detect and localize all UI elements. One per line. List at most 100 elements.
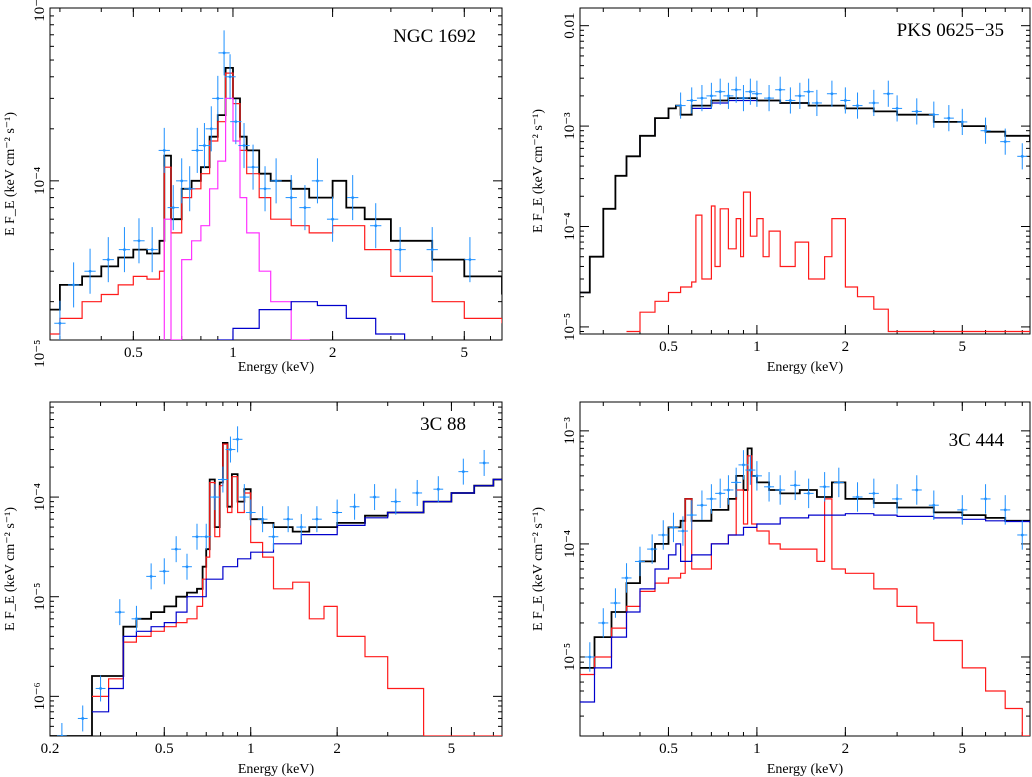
data-point [706, 484, 717, 514]
data-point [158, 127, 170, 173]
plot-area [50, 30, 502, 340]
data-point [479, 449, 490, 476]
power-law-component-line [217, 301, 406, 340]
data-point [56, 723, 67, 736]
data-point [696, 490, 707, 520]
thermal-component-line [626, 191, 1030, 333]
data-point [212, 75, 224, 121]
data-point [980, 117, 991, 144]
total-model-line [50, 442, 502, 736]
data-point [745, 455, 756, 485]
data-point [811, 89, 822, 117]
data-point [675, 92, 686, 119]
data-point [957, 108, 968, 136]
y-tick-label: 10⁻⁵ [32, 340, 48, 368]
x-tick-label: 5 [461, 345, 469, 361]
data-point [1000, 495, 1011, 525]
data-point [464, 237, 476, 283]
data-point [217, 466, 228, 493]
x-axis-label: Energy (keV) [238, 360, 315, 375]
data-point [458, 458, 469, 485]
data-point [146, 227, 158, 273]
data-point [658, 520, 669, 550]
data-point [610, 588, 621, 618]
data-point [201, 523, 212, 550]
y-tick-label: 10⁻³ [562, 112, 578, 140]
data-point [686, 87, 697, 114]
data-point [390, 488, 401, 515]
data-point [911, 98, 922, 125]
data-point [285, 175, 297, 221]
data-point [238, 123, 250, 169]
y-axis-label: E F_E (keV cm⁻² s⁻¹) [531, 109, 546, 233]
data-point [347, 175, 359, 221]
data-point [118, 227, 131, 273]
data-point [751, 80, 762, 107]
data-point [370, 203, 382, 249]
y-tick-label: 10⁻⁵ [562, 643, 578, 671]
x-tick-label: 0.5 [659, 339, 678, 355]
data-point [230, 99, 242, 145]
data-point [943, 105, 954, 132]
power-law-component-line [580, 513, 1030, 703]
data-point [232, 426, 243, 453]
plot-frame [579, 401, 1031, 737]
data-point [819, 472, 830, 502]
y-axis-label: E F_E (keV cm⁻² s⁻¹) [3, 507, 18, 631]
data-point [883, 80, 894, 107]
data-point [634, 546, 645, 577]
data-point [182, 553, 192, 580]
data-point [326, 196, 339, 242]
data-point [369, 484, 380, 511]
data-point [647, 534, 658, 564]
data-point [957, 495, 968, 525]
data-point [715, 78, 726, 105]
plot-area [580, 76, 1030, 333]
data-point [259, 166, 271, 212]
data-point [412, 479, 423, 506]
data-point [826, 80, 837, 107]
x-tick-label: 2 [842, 741, 850, 757]
y-tick-label: 10⁻⁵ [562, 313, 578, 341]
data-point [176, 158, 188, 204]
data-point [803, 78, 814, 105]
data-point [225, 436, 236, 463]
data-point [209, 484, 220, 511]
x-tick-label: 5 [448, 741, 456, 757]
data-point [928, 101, 939, 128]
x-tick-label: 0.5 [155, 741, 174, 757]
data-point [677, 516, 688, 546]
data-point [621, 563, 632, 593]
data-point [283, 506, 294, 533]
plot-marks: 0.2 0.5 1 2 5 10⁻⁴ 10⁻⁵ 10⁻⁶ [32, 402, 502, 757]
x-tick-label: 1 [753, 339, 761, 355]
data-point [171, 536, 182, 563]
y-tick-label: 0.01 [562, 13, 578, 39]
panel-title: 3C 88 [420, 414, 466, 435]
data-point [205, 106, 217, 152]
data-point [95, 675, 106, 702]
data-point [785, 87, 796, 114]
data-point [349, 493, 360, 520]
data-point [332, 499, 343, 526]
total-model-line [580, 447, 1030, 669]
data-point [764, 472, 775, 502]
plot-marks: 0.5 1 2 5 10⁻³ 10⁻⁴ 10⁻⁵ [562, 402, 1030, 757]
plot-frame [579, 7, 1031, 335]
data-point [296, 514, 307, 541]
data-point [239, 484, 250, 511]
thermal-component-line [50, 72, 502, 335]
data-point [696, 85, 707, 112]
data-point [715, 478, 726, 509]
x-tick-label: 1 [753, 741, 761, 757]
data-point [706, 82, 717, 109]
extra-component-line [163, 97, 310, 340]
x-tick-label: 2 [333, 741, 341, 757]
data-point [312, 506, 322, 533]
data-point [268, 523, 279, 550]
panel-title: 3C 444 [949, 430, 1005, 451]
data-point [723, 475, 734, 505]
data-point [257, 506, 268, 533]
data-point [794, 82, 805, 109]
y-tick-label: 10⁻⁴ [562, 212, 578, 240]
